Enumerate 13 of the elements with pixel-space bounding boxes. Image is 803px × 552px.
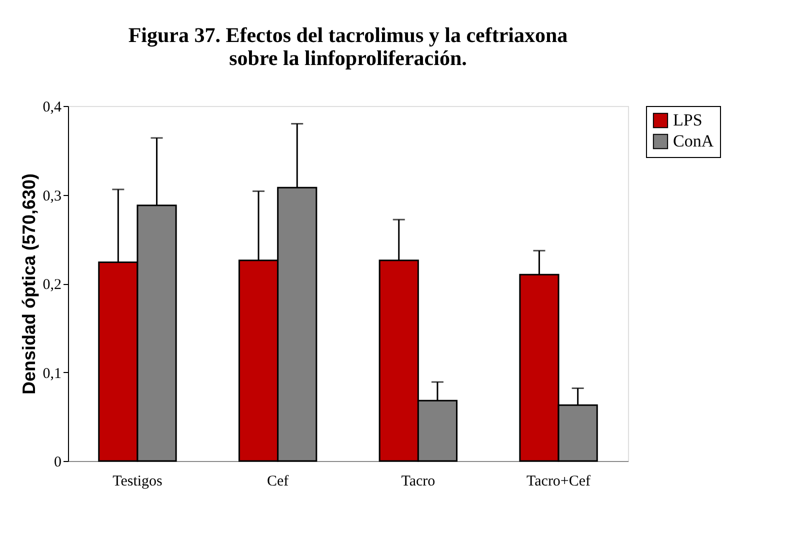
x-tick-label: Cef <box>266 474 289 490</box>
y-tick-label: 0,3 <box>42 188 62 204</box>
x-tick-label: Testigos <box>112 474 163 490</box>
legend-label: LPS <box>673 110 702 130</box>
y-axis-title: Densidad óptica (570,630) <box>18 173 39 395</box>
legend-label: ConA <box>673 132 714 150</box>
x-tick-label: Tacro+Cef <box>526 474 591 490</box>
x-tick-label: Tacro <box>401 474 436 490</box>
y-tick-label: 0 <box>54 454 62 470</box>
y-tick-label: 0,1 <box>42 366 62 382</box>
chart-title: Figura 37. Efectos del tacrolimus y la ceftriaxona sobre la linfoproliferación. <box>128 23 568 70</box>
y-tick-label: 0,4 <box>42 100 62 116</box>
y-tick-label: 0,2 <box>42 277 62 293</box>
